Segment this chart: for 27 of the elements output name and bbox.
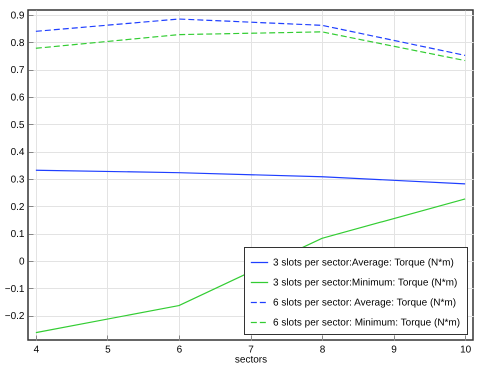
line-series [35, 170, 466, 184]
y-tick-label: 0 [18, 256, 25, 268]
y-tick-label: 0.4 [10, 147, 25, 158]
y-tick-label: 0.5 [10, 120, 25, 131]
legend-label: 3 slots per sector:Minimum: Torque (N*m) [273, 278, 458, 288]
y-tick-label: −0.1 [4, 284, 25, 295]
y-tick-label: 0.8 [10, 38, 25, 49]
y-tick-label: 0.9 [10, 10, 25, 22]
y-tick-label: 0.2 [10, 202, 25, 213]
legend-label: 3 slots per sector:Average: Torque (N*m) [273, 258, 454, 268]
x-axis-title: sectors [234, 354, 268, 366]
line-series [35, 31, 466, 62]
x-tick-label: 4 [34, 344, 40, 356]
x-tick-label: 10 [460, 344, 472, 356]
legend-label: 6 slots per sector: Average: Torque (N*m) [273, 298, 456, 308]
y-tick-label: 0.6 [10, 92, 25, 104]
y-tick-label: 0.1 [10, 229, 25, 240]
x-tick-label: 7 [248, 344, 254, 356]
y-tick-label: 0.7 [10, 65, 25, 76]
line-series [35, 18, 466, 56]
legend-label: 6 slots per sector: Minimum: Torque (N*m) [273, 318, 460, 328]
x-tick-label: 5 [105, 344, 112, 356]
x-tick-label: 8 [320, 344, 326, 356]
y-tick-label: −0.2 [4, 311, 25, 322]
x-tick-label: 9 [391, 344, 398, 356]
x-tick-label: 6 [176, 344, 183, 356]
y-tick-label: 0.3 [10, 174, 25, 186]
